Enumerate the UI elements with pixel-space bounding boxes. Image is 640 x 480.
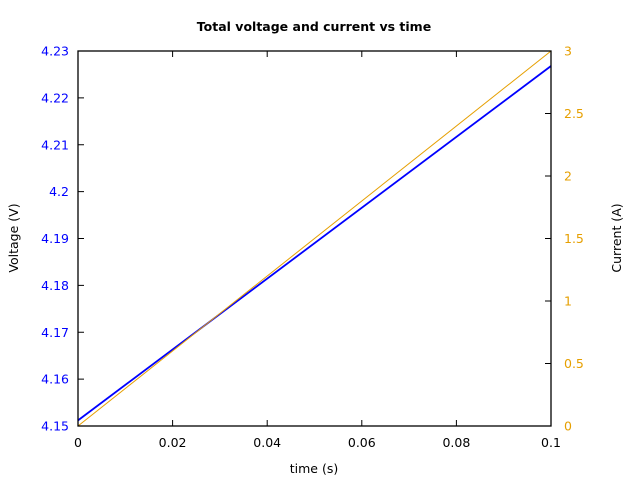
x-axis-ticks: 0 0.02 0.04 0.06 0.08 0.1	[74, 51, 561, 450]
x-tick-label: 0.08	[442, 435, 470, 450]
y-tick-label: 4.17	[41, 325, 69, 340]
y2-tick-label: 2	[564, 169, 572, 184]
y2-tick-label: 0.5	[564, 356, 584, 371]
y-tick-label: 4.21	[41, 137, 69, 152]
x-tick-label: 0	[74, 435, 82, 450]
x-tick-label: 0.1	[541, 435, 561, 450]
y-tick-label: 4.22	[41, 90, 69, 105]
x-axis-label: time (s)	[290, 461, 338, 476]
y-axis-label: Voltage (V)	[6, 203, 21, 272]
y-tick-label: 4.19	[41, 231, 69, 246]
y-tick-label: 4.23	[41, 44, 69, 59]
plot-frame	[77, 50, 552, 427]
current-line	[77, 50, 552, 427]
x-tick-label: 0.04	[253, 435, 281, 450]
y2-tick-label: 1	[564, 294, 572, 309]
y2-tick-label: 2.5	[564, 106, 584, 121]
chart-title: Total voltage and current vs time	[197, 19, 431, 34]
y2-tick-label: 0	[564, 419, 572, 434]
voltage-line	[77, 65, 552, 422]
y2-axis-label: Current (A)	[609, 203, 624, 272]
plot-series	[77, 50, 552, 427]
y2-tick-label: 3	[564, 44, 572, 59]
y-tick-label: 4.18	[41, 278, 69, 293]
x-tick-label: 0.02	[159, 435, 187, 450]
y-axis-ticks: 4.15 4.16 4.17 4.18 4.19 4.2 4.21 4.22 4.23	[41, 44, 84, 434]
y2-tick-label: 1.5	[564, 231, 584, 246]
y2-axis-ticks: 0 0.5 1 1.5 2 2.5 3	[545, 44, 584, 434]
y-tick-label: 4.2	[49, 184, 69, 199]
y-tick-label: 4.16	[41, 372, 69, 387]
y-tick-label: 4.15	[41, 419, 69, 434]
x-tick-label: 0.06	[348, 435, 376, 450]
